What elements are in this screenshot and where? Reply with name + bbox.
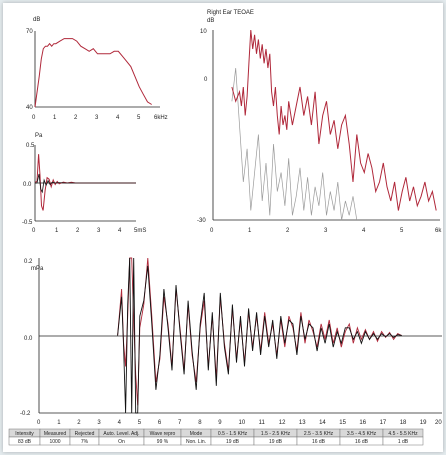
table-header-label: 4.5 - 5.5 KHz (388, 431, 418, 437)
table-value: 7% (81, 439, 89, 445)
stimulus-waveform-red-line (34, 154, 136, 211)
response-xtick: 2 (77, 420, 81, 426)
ytick-10: 10 (200, 29, 207, 35)
xtick-3: 3 (324, 228, 328, 234)
table-header-label: Intensity (15, 431, 34, 437)
ytick-neg-0.5: -0.5 (22, 220, 33, 226)
table-value: On (118, 439, 125, 445)
table-value: 1000 (49, 439, 60, 445)
response-xtick: 18 (400, 420, 407, 426)
table-header-label: Measured (44, 431, 66, 437)
response-ylabel: mPa (31, 266, 44, 272)
table-header-label: 2.5 - 3.5 KHz (304, 431, 334, 437)
table-value: 19 dB (226, 439, 240, 445)
ytick-neg-30: -30 (197, 218, 206, 224)
response-xtick: 0 (37, 420, 41, 426)
table-value: 16 dB (355, 439, 369, 445)
table-header-label: Rejected (75, 431, 95, 437)
ytick-neg-0.2: -0.2 (20, 411, 31, 417)
xtick-4: 4 (118, 228, 122, 234)
ytick-40: 40 (26, 105, 33, 111)
teoae-title: Right Ear TEOAE (207, 10, 254, 16)
xtick-5: 5 (137, 115, 141, 121)
response-xtick: 10 (239, 420, 246, 426)
xtick-1: 1 (55, 228, 59, 234)
stimulus-spectrum-ylabel: dB (33, 17, 40, 23)
teoae-spectrum-panel: Right Ear TEOAE dB 10 0 -30 0 1 2 3 4 5 … (197, 10, 442, 234)
ytick-0.0: 0.0 (24, 336, 33, 342)
table-header-label: 3.5 - 4.5 KHz (347, 431, 377, 437)
table-header-label: 0.5 - 1.5 KHz (218, 431, 248, 437)
x-unit-label: 6kHz (154, 115, 168, 121)
xtick-2: 2 (76, 228, 80, 234)
stimulus-spectrum-panel: dB 70 40 0 1 2 3 4 5 6kHz (26, 17, 168, 121)
report-page (3, 3, 443, 452)
table-header-label: 1.5 - 2.5 KHz (261, 431, 291, 437)
response-black-line (117, 257, 402, 414)
xtick-4: 4 (116, 115, 120, 121)
response-xtick: 14 (319, 420, 326, 426)
response-xtick: 19 (420, 420, 427, 426)
response-xtick: 12 (279, 420, 286, 426)
table-value: Non. Lin. (186, 439, 206, 445)
response-red-line (117, 257, 402, 406)
response-xtick: 6 (158, 420, 162, 426)
xtick-2: 2 (74, 115, 78, 121)
response-waveform-panel: mPa 0.2 0.0 -0.2 0 1 2 3 4 5 6 7 8 9 10 11 12 13 14 15 1… (20, 257, 442, 426)
stimulus-waveform-panel: Pa 0.5 0.0 -0.5 0 1 2 3 4 5mS (22, 133, 146, 234)
xtick-4: 4 (362, 228, 366, 234)
table-value-cell (382, 436, 424, 446)
x-unit-label: 20 (435, 420, 442, 426)
table-value: 1 dB (398, 439, 409, 445)
response-xtick: 15 (339, 420, 346, 426)
response-xtick: 8 (198, 420, 202, 426)
xtick-5: 5 (400, 228, 404, 234)
xtick-0: 0 (32, 115, 36, 121)
xtick-2: 2 (286, 228, 290, 234)
stimulus-waveform-black-line (35, 173, 136, 194)
response-xtick: 5 (138, 420, 142, 426)
ytick-0.5: 0.5 (26, 143, 35, 149)
table-value: 16 dB (312, 439, 326, 445)
teoae-response-line (231, 29, 437, 211)
xtick-1: 1 (248, 228, 252, 234)
teoae-ylabel: dB (207, 18, 214, 24)
response-xtick: 1 (57, 420, 61, 426)
response-xtick: 7 (178, 420, 182, 426)
xtick-0: 0 (32, 228, 36, 234)
xtick-1: 1 (53, 115, 57, 121)
x-unit-label: 5mS (134, 228, 146, 234)
xtick-3: 3 (97, 228, 101, 234)
stimulus-waveform-ylabel: Pa (35, 133, 43, 139)
response-xtick: 11 (259, 420, 266, 426)
xtick-3: 3 (95, 115, 99, 121)
teoae-noise-line (231, 67, 358, 221)
response-xtick: 9 (218, 420, 222, 426)
table-header-label: Auto. Level. Adj. (103, 431, 139, 437)
results-table: Intensity 83 dB Measured 1000 Rejected 7% Auto… (8, 428, 424, 446)
stimulus-spectrum-line (34, 38, 152, 108)
response-xtick: 3 (97, 420, 101, 426)
response-xtick: 4 (118, 420, 122, 426)
response-xtick: 17 (380, 420, 387, 426)
table-value: 83 dB (18, 439, 32, 445)
x-unit-label: 6k (435, 228, 442, 234)
table-header-label: Wave repro (150, 431, 176, 437)
table-header-label: Mode (190, 431, 203, 437)
table-value: 99 % (157, 439, 169, 445)
table-value: 19 dB (269, 439, 283, 445)
ytick-70: 70 (26, 29, 33, 35)
ytick-0.0: 0.0 (23, 182, 32, 188)
ytick-0: 0 (204, 77, 208, 83)
response-x-ticks: 0 1 2 3 4 5 6 7 8 9 10 11 12 13 14 15 16 17 18 19 (37, 420, 427, 426)
ytick-0.2: 0.2 (24, 259, 33, 265)
response-xtick: 16 (359, 420, 366, 426)
xtick-0: 0 (210, 228, 214, 234)
response-xtick: 13 (299, 420, 306, 426)
